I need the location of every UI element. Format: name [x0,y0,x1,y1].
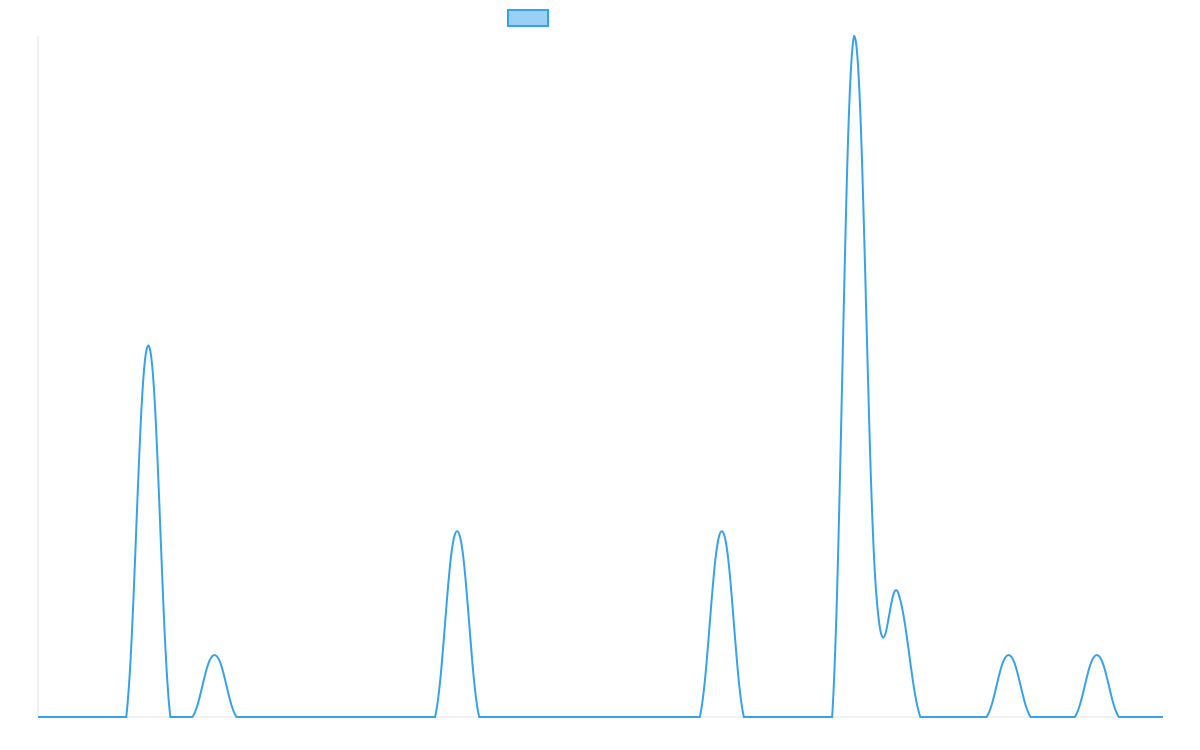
legend[interactable] [507,9,549,27]
legend-swatch[interactable] [507,9,549,27]
series-line [37,34,1163,719]
chart-axes [37,36,1163,718]
